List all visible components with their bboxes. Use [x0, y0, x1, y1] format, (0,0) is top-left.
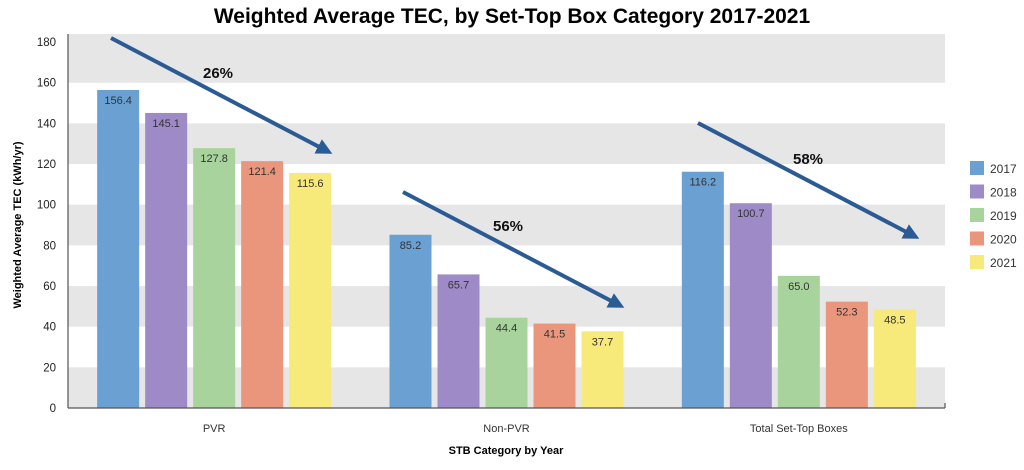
legend-swatch: [970, 161, 984, 175]
bar-2021: [581, 331, 624, 408]
x-tick-label: PVR: [203, 423, 226, 435]
bar-2019: [485, 317, 528, 408]
bar-2020: [825, 301, 868, 408]
data-label: 127.8: [200, 153, 228, 165]
data-label: 116.2: [689, 177, 716, 189]
grid-band: [68, 34, 945, 83]
legend-label: 2017: [990, 162, 1017, 176]
y-tick-label: 80: [43, 240, 56, 252]
bar-2017: [97, 89, 140, 408]
legend-label: 2019: [990, 209, 1017, 223]
bar-2019: [193, 148, 236, 408]
bar-2020: [241, 161, 284, 408]
data-label: 65.0: [788, 281, 809, 293]
legend-swatch: [970, 231, 984, 246]
y-tick-label: 180: [37, 37, 56, 49]
data-label: 145.1: [152, 118, 180, 130]
chart-title: Weighted Average TEC, by Set-Top Box Cat…: [214, 5, 811, 28]
data-label: 85.2: [400, 240, 421, 252]
bar-2020: [533, 323, 576, 408]
trend-arrow: [110, 36, 333, 154]
y-tick-label: 160: [37, 78, 56, 90]
bar-2021: [873, 309, 916, 408]
legend-swatch: [970, 208, 984, 222]
bar-2019: [777, 275, 820, 408]
data-label: 100.7: [737, 208, 765, 220]
legend-label: 2020: [990, 233, 1017, 247]
y-tick-label: 100: [37, 200, 56, 212]
data-label: 65.7: [448, 279, 469, 291]
y-axis-label: Weighted Average TEC (kWh/yr): [12, 141, 24, 308]
legend-label: 2018: [990, 186, 1017, 200]
data-label: 41.5: [544, 329, 565, 341]
bar-2018: [729, 203, 772, 408]
percent-annotation: 56%: [493, 218, 523, 235]
trend-arrow: [402, 190, 625, 308]
x-tick-label: Non-PVR: [483, 423, 530, 435]
y-tick-label: 60: [43, 281, 56, 293]
legend-swatch: [970, 255, 984, 269]
y-tick-label: 0: [50, 403, 56, 415]
y-tick-label: 120: [37, 159, 56, 171]
bar-2021: [289, 172, 332, 408]
y-tick-label: 20: [43, 362, 56, 374]
bar-2018: [437, 274, 480, 408]
data-label: 156.4: [104, 95, 132, 107]
data-label: 115.6: [297, 178, 324, 190]
bar-2017: [681, 171, 724, 408]
bar-2017: [389, 234, 432, 408]
trend-arrow: [697, 121, 920, 239]
x-axis-label: STB Category by Year: [449, 445, 564, 457]
data-label: 37.7: [592, 336, 613, 348]
data-label: 48.5: [884, 314, 905, 326]
legend-label: 2021: [990, 256, 1017, 270]
data-label: 52.3: [836, 307, 857, 319]
x-tick-label: Total Set-Top Boxes: [750, 423, 848, 435]
percent-annotation: 26%: [203, 65, 233, 82]
y-tick-label: 40: [43, 322, 56, 334]
percent-annotation: 58%: [793, 151, 823, 168]
bar-2018: [145, 112, 188, 409]
data-label: 44.4: [496, 323, 517, 335]
data-label: 121.4: [248, 166, 276, 178]
y-tick-label: 140: [37, 118, 56, 130]
legend-swatch: [970, 184, 984, 199]
